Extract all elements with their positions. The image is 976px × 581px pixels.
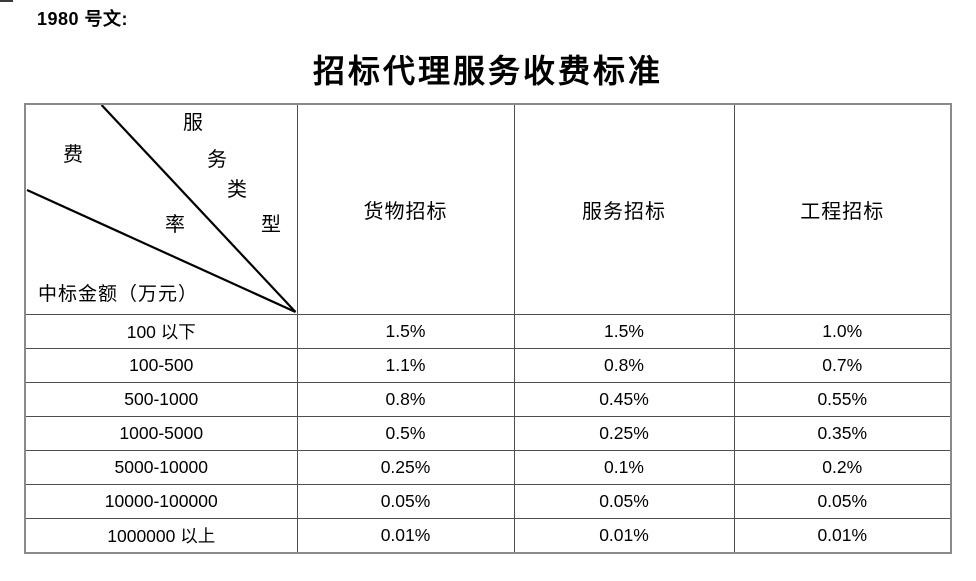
table-row: 1000000 以上 0.01% 0.01% 0.01% [24,518,952,554]
row-label: 10000-100000 [24,484,298,519]
corner-label-service-type-char: 服 [183,112,203,134]
table-corner-cell: 服 务 类 型 费 率 中标金额（万元） [24,103,298,315]
table-row: 100 以下 1.5% 1.5% 1.0% [24,314,952,349]
row-label: 5000-10000 [24,450,298,485]
fee-cell: 0.55% [733,382,952,417]
fee-cell: 0.05% [513,484,735,519]
column-header-engineering: 工程招标 [733,103,952,315]
row-label: 100 以下 [24,314,298,349]
fee-cell: 0.8% [296,382,515,417]
fee-cell: 0.05% [296,484,515,519]
corner-label-bid-amount: 中标金额（万元） [38,284,199,305]
corner-label-fee-rate-char: 率 [165,214,185,236]
row-label: 1000-5000 [24,416,298,451]
fee-cell: 0.8% [513,348,735,383]
fee-cell: 1.0% [733,314,952,349]
fee-cell: 0.35% [733,416,952,451]
fee-cell: 0.2% [733,450,952,485]
row-label: 100-500 [24,348,298,383]
fee-cell: 0.01% [513,518,735,554]
fee-cell: 0.01% [733,518,952,554]
diagonal-divider-lines [26,105,297,314]
scan-artifact-mark [0,0,13,2]
column-header-goods: 货物招标 [296,103,515,315]
column-header-services: 服务招标 [513,103,735,315]
fee-cell: 0.25% [296,450,515,485]
fee-cell: 1.5% [513,314,735,349]
fee-cell: 0.5% [296,416,515,451]
fee-cell: 0.7% [733,348,952,383]
table-row: 100-500 1.1% 0.8% 0.7% [24,348,952,383]
fee-cell: 0.01% [296,518,515,554]
corner-label-service-type-char: 型 [261,214,281,236]
corner-label-service-type-char: 务 [207,149,227,171]
fee-table: 服 务 类 型 费 率 中标金额（万元） 货物招标 服务招标 工程招标 100 … [24,103,952,554]
fee-cell: 0.25% [513,416,735,451]
corner-label-service-type-char: 类 [227,179,247,201]
fee-cell: 0.05% [733,484,952,519]
fee-cell: 0.1% [513,450,735,485]
table-row: 10000-100000 0.05% 0.05% 0.05% [24,484,952,519]
row-label: 1000000 以上 [24,518,298,554]
table-row: 500-1000 0.8% 0.45% 0.55% [24,382,952,417]
table-row: 1000-5000 0.5% 0.25% 0.35% [24,416,952,451]
fee-cell: 1.5% [296,314,515,349]
fee-cell: 1.1% [296,348,515,383]
header-row: 服 务 类 型 费 率 中标金额（万元） 货物招标 服务招标 工程招标 [24,103,952,315]
row-label: 500-1000 [24,382,298,417]
fee-cell: 0.45% [513,382,735,417]
page-title: 招标代理服务收费标准 [312,53,663,89]
corner-label-fee-rate-char: 费 [63,144,83,166]
table-row: 5000-10000 0.25% 0.1% 0.2% [24,450,952,485]
doc-number: 1980 号文: [37,9,129,29]
